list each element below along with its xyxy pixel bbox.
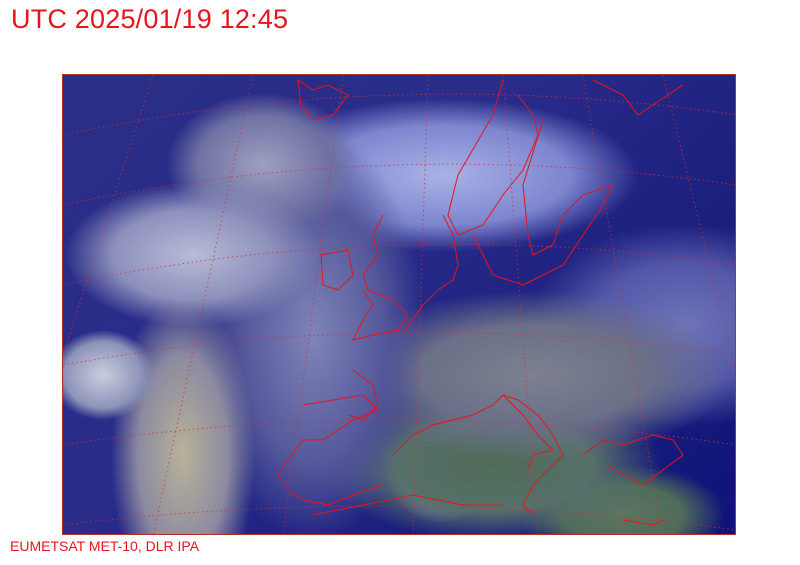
timestamp-title: UTC 2025/01/19 12:45 [11, 4, 289, 34]
satellite-image-map [62, 74, 736, 535]
coastlines [277, 78, 684, 526]
image-credit: EUMETSAT MET-10, DLR IPA [10, 538, 200, 554]
map-overlay [63, 75, 735, 534]
graticule [63, 75, 735, 534]
